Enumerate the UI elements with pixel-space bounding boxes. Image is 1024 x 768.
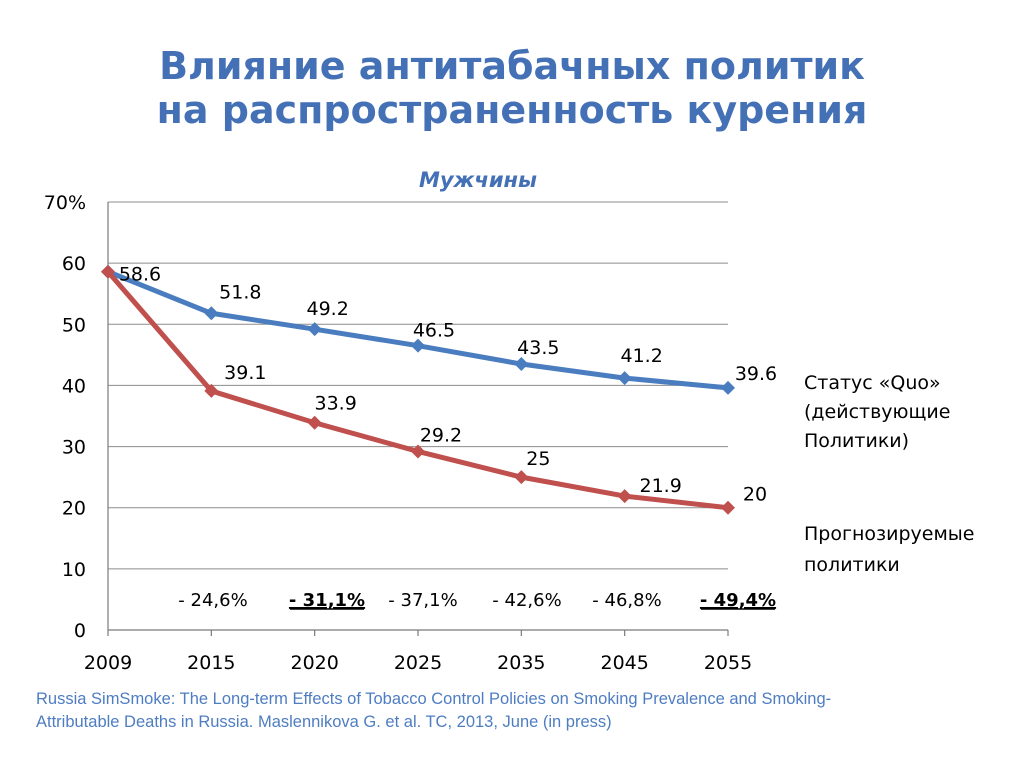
data-label: 20 (743, 484, 767, 506)
data-point-marker (101, 264, 115, 279)
data-label: 39.1 (224, 362, 266, 384)
data-label: 46.5 (413, 320, 455, 342)
data-point-marker (514, 357, 529, 372)
x-tick-label: 2025 (394, 652, 442, 674)
data-label: 43.5 (517, 337, 559, 359)
source-line-1: Russia SimSmoke: The Long-term Effects o… (36, 690, 832, 708)
percent-change-annotation: - 24,6% (178, 590, 247, 611)
percent-change-annotation: - 37,1% (388, 590, 457, 611)
y-tick-label: 20 (62, 498, 86, 520)
legend-entry: Политики) (804, 430, 909, 452)
data-point-marker (204, 306, 219, 321)
data-point-marker (721, 380, 735, 395)
x-tick-label: 2045 (600, 652, 648, 674)
data-label: 25 (526, 448, 550, 470)
source-citation: Russia SimSmoke: The Long-term Effects o… (36, 688, 1016, 734)
y-tick-label: 10 (62, 559, 86, 581)
y-tick-label: 70% (44, 192, 86, 214)
x-tick-label: 2009 (84, 652, 132, 674)
legend-entry: Прогнозируемые (804, 523, 974, 545)
percent-change-annotation: - 31,1% (289, 590, 365, 611)
data-label: 51.8 (219, 281, 261, 303)
x-tick-label: 2015 (187, 652, 235, 674)
title-line-2: на распространенность курения (156, 88, 868, 132)
y-tick-label: 30 (62, 437, 86, 459)
y-tick-label: 0 (74, 620, 86, 642)
data-point-marker (307, 415, 322, 430)
data-point-marker (514, 470, 529, 485)
data-point-marker (617, 371, 632, 386)
data-label: 41.2 (621, 345, 663, 367)
data-point-marker (411, 338, 425, 353)
percent-change-annotation: - 42,6% (492, 590, 561, 611)
data-label: 29.2 (420, 424, 462, 446)
data-label: 58.6 (119, 264, 161, 286)
y-tick-label: 50 (62, 314, 86, 336)
slide-title: Влияние антитабачных политик на распрост… (0, 44, 1024, 132)
legend-entry: политики (804, 554, 900, 576)
data-point-marker (617, 489, 632, 504)
data-point-marker (307, 322, 322, 337)
data-point-marker (721, 500, 735, 515)
y-tick-label: 40 (62, 375, 86, 397)
data-point-marker (411, 444, 425, 459)
data-label: 21.9 (640, 475, 682, 497)
source-line-2: Attributable Deaths in Russia. Maslennik… (36, 713, 612, 731)
x-tick-label: 2035 (497, 652, 545, 674)
x-tick-label: 2055 (704, 652, 752, 674)
legend-entry: (действующие (804, 401, 950, 423)
percent-change-annotation: - 46,8% (592, 590, 661, 611)
x-tick-label: 2020 (290, 652, 338, 674)
legend-entry: Статус «Quo» (804, 372, 941, 394)
title-line-1: Влияние антитабачных политик (159, 44, 865, 88)
chart-subtitle: Мужчины (419, 168, 537, 192)
percent-change-annotation: - 49,4% (700, 590, 776, 611)
data-label: 49.2 (307, 298, 349, 320)
y-tick-label: 60 (62, 253, 86, 275)
data-label: 33.9 (315, 393, 357, 415)
data-label: 39.6 (735, 363, 777, 385)
data-point-marker (204, 383, 219, 398)
